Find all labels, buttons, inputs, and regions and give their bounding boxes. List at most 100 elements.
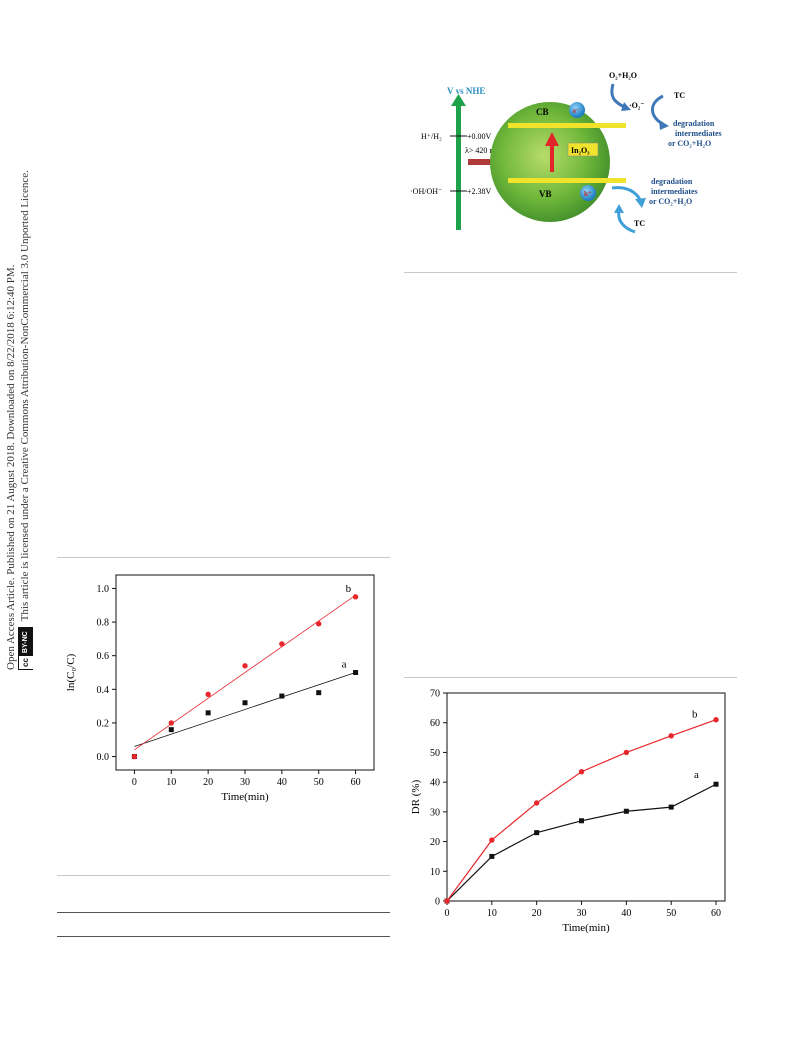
series-label-a: a	[694, 769, 699, 781]
y-tick-label: 0	[435, 897, 440, 908]
oxidation-arrow-top-icon	[651, 94, 664, 126]
data-point-b	[668, 733, 674, 739]
tc-top-label: TC	[674, 91, 685, 100]
divider-left-2	[57, 875, 390, 876]
mechanism-diagram: V vs NHE H⁺/H₂ +0.00V λ> 420 nm ·OH/OH⁻ …	[410, 71, 722, 234]
x-axis-label: Time(min)	[221, 791, 269, 803]
svg-text:e⁻: e⁻	[573, 107, 580, 115]
svg-text:h⁺: h⁺	[584, 190, 592, 198]
x-tick-label: 0	[445, 908, 450, 919]
level-oh-label: ·OH/OH⁻	[410, 187, 442, 196]
data-point-a	[623, 808, 629, 814]
license-sidebar: Open Access Article. Published on 21 Aug…	[4, 130, 50, 670]
y-tick-label: 0.0	[97, 752, 110, 763]
level-h-value: +0.00V	[467, 132, 492, 141]
x-tick-label: 40	[621, 908, 631, 919]
table-rule-2	[57, 936, 390, 937]
cb-label: CB	[536, 107, 549, 117]
series-line-b	[446, 719, 717, 902]
x-axis-label: Time(min)	[562, 922, 610, 934]
series-label-b: b	[346, 583, 352, 595]
potential-axis	[456, 104, 461, 230]
data-point-b	[578, 769, 585, 775]
svg-text:or CO₂+H₂O: or CO₂+H₂O	[649, 197, 692, 206]
svg-text:intermediates: intermediates	[675, 129, 722, 138]
table-rule-1	[57, 912, 390, 913]
x-tick-label: 60	[711, 908, 721, 919]
electron-icon	[569, 102, 585, 118]
level-h-label: H⁺/H₂	[421, 132, 442, 141]
data-point-b	[444, 898, 450, 904]
svg-text:or CO₂+H₂O: or CO₂+H₂O	[668, 139, 711, 148]
x-tick-label: 10	[487, 908, 497, 919]
level-oh-value: +2.38V	[467, 187, 492, 196]
light-label: λ> 420 nm	[465, 146, 500, 155]
data-point-b	[131, 753, 138, 760]
data-point-a	[489, 853, 495, 859]
svg-text:degradation: degradation	[673, 119, 715, 128]
data-point-b	[205, 691, 211, 698]
y-tick-label: 0.6	[97, 651, 110, 662]
valence-band	[508, 178, 626, 183]
data-point-a	[713, 781, 719, 787]
divider-left-1	[57, 557, 390, 558]
x-tick-label: 50	[666, 908, 676, 919]
cc-license-icon[interactable]: cc BY-NC	[18, 627, 33, 670]
license-note: cc BY-NC This article is licensed under a …	[18, 130, 33, 670]
x-tick-label: 30	[240, 777, 250, 788]
kinetics-chart: 0 10 20 30 40 50 60 0.0 0.2 0.4 0.6 0.8 1.0 Time(min)…	[65, 574, 375, 803]
data-point-b	[623, 749, 630, 756]
y-tick-label: 0.2	[97, 718, 110, 729]
conduction-band	[508, 123, 626, 128]
data-point-b	[316, 621, 322, 627]
data-point-a	[242, 700, 248, 706]
tc-bottom-label: TC	[634, 219, 645, 228]
data-point-a	[205, 710, 211, 716]
x-tick-label: 0	[132, 777, 137, 788]
y-tick-label: 10	[430, 867, 440, 878]
x-tick-label: 50	[314, 777, 324, 788]
y-tick-label: 60	[430, 718, 440, 729]
x-tick-label: 40	[277, 777, 287, 788]
fit-line-b	[134, 594, 356, 751]
data-point-b	[489, 837, 495, 843]
y-tick-label: 40	[430, 778, 440, 789]
data-point-a	[579, 818, 585, 824]
data-point-b	[713, 717, 719, 723]
material-label: In₂O₃	[571, 146, 590, 155]
data-point-b	[279, 641, 285, 647]
superoxide-label: ·O₂⁻	[629, 101, 645, 110]
y-tick-label: 1.0	[97, 584, 110, 595]
divider-right-2	[404, 677, 737, 678]
x-tick-label: 60	[351, 777, 361, 788]
x-tick-label: 20	[532, 908, 542, 919]
vb-label: VB	[539, 189, 552, 199]
x-tick-label: 20	[203, 777, 213, 788]
y-tick-label: 30	[430, 807, 440, 818]
data-point-b	[242, 663, 248, 669]
data-point-a	[316, 690, 322, 696]
x-tick-label: 10	[166, 777, 176, 788]
plot-frame	[446, 692, 726, 902]
y-tick-label: 0.4	[97, 685, 110, 696]
svg-text:degradation: degradation	[651, 177, 693, 186]
y-tick-label: 50	[430, 748, 440, 759]
fit-line-a	[134, 672, 356, 747]
data-point-b	[168, 720, 174, 726]
series-line-a	[446, 783, 717, 902]
data-point-a	[353, 670, 359, 675]
data-point-a	[279, 693, 285, 699]
y-axis-label: ln(C₀/C)	[65, 653, 77, 691]
publication-note: Open Access Article. Published on 21 Aug…	[5, 264, 17, 670]
o2-h2o-label: O₂+H₂O	[609, 71, 637, 80]
y-tick-label: 0.8	[97, 618, 110, 629]
data-point-b	[352, 594, 359, 600]
data-point-a	[168, 727, 174, 733]
divider-right-1	[404, 272, 737, 273]
series-label-a: a	[342, 659, 347, 671]
svg-text:intermediates: intermediates	[651, 187, 698, 196]
degradation-rate-chart: 0 10 20 30 40 50 60 0 10 20 30 40 50 60 70 Time(min) DR …	[410, 689, 726, 934]
data-point-a	[668, 804, 674, 810]
excitation-arrow-icon	[545, 132, 559, 146]
y-axis-label: DR (%)	[410, 779, 422, 814]
